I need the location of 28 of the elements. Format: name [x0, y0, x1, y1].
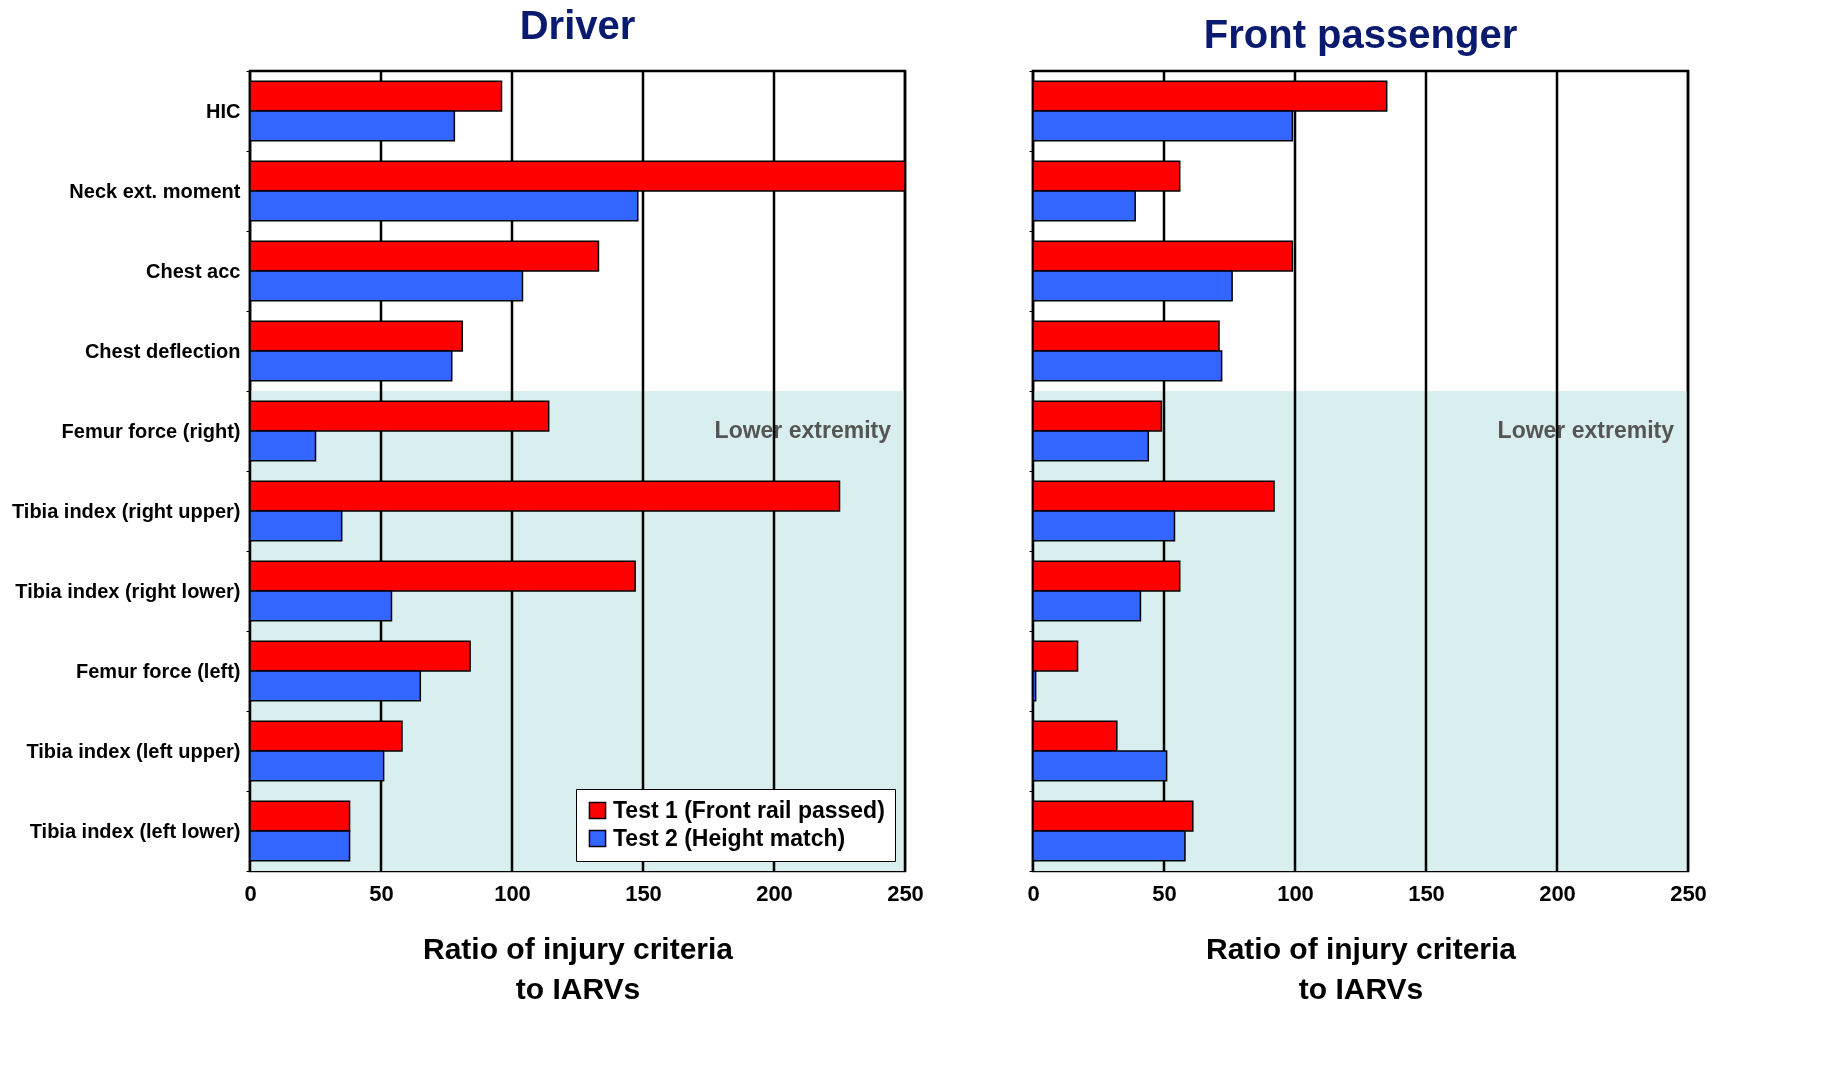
y-tick-label: Neck ext. moment — [69, 179, 241, 202]
y-tick-label: Tibia index (right upper) — [11, 499, 241, 522]
x-tick-label: 250 — [887, 880, 924, 906]
y-tick-label: HIC — [206, 99, 241, 122]
x-tick-label: 200 — [756, 880, 793, 906]
y-tick-label: Chest deflection — [84, 339, 241, 362]
x-tick-label: 50 — [369, 880, 394, 906]
y-tick-label: Tibia index (left upper) — [26, 739, 241, 762]
x-tick-label: 100 — [494, 880, 531, 906]
chart-title: Driver — [519, 3, 636, 47]
x-tick-label: 250 — [1670, 880, 1707, 906]
x-tick-label: 100 — [1277, 880, 1314, 906]
chart-title: Front passenger — [1203, 11, 1518, 56]
y-tick-label: Femur force (left) — [76, 659, 241, 682]
x-axis-title: Ratio of injury criteria to IARVs — [1205, 931, 1517, 1005]
x-tick-label: 0 — [1027, 880, 1040, 906]
x-tick-label: 150 — [1408, 880, 1445, 906]
y-tick-label: Tibia index (left lower) — [29, 819, 241, 842]
x-tick-label: 0 — [244, 880, 257, 906]
x-tick-label: 50 — [1152, 880, 1177, 906]
y-tick-label: Tibia index (right lower) — [15, 579, 241, 602]
x-axis-title: Ratio of injury criteria to IARVs — [422, 931, 734, 1005]
y-tick-label: Femur force (right) — [61, 419, 241, 442]
x-tick-label: 200 — [1539, 880, 1576, 906]
legend-label: Test 1 (Front rail passed) — [613, 796, 885, 823]
x-tick-label: 150 — [625, 880, 662, 906]
legend-label: Test 2 (Height match) — [613, 824, 846, 851]
y-tick-label: Chest acc — [146, 259, 241, 282]
